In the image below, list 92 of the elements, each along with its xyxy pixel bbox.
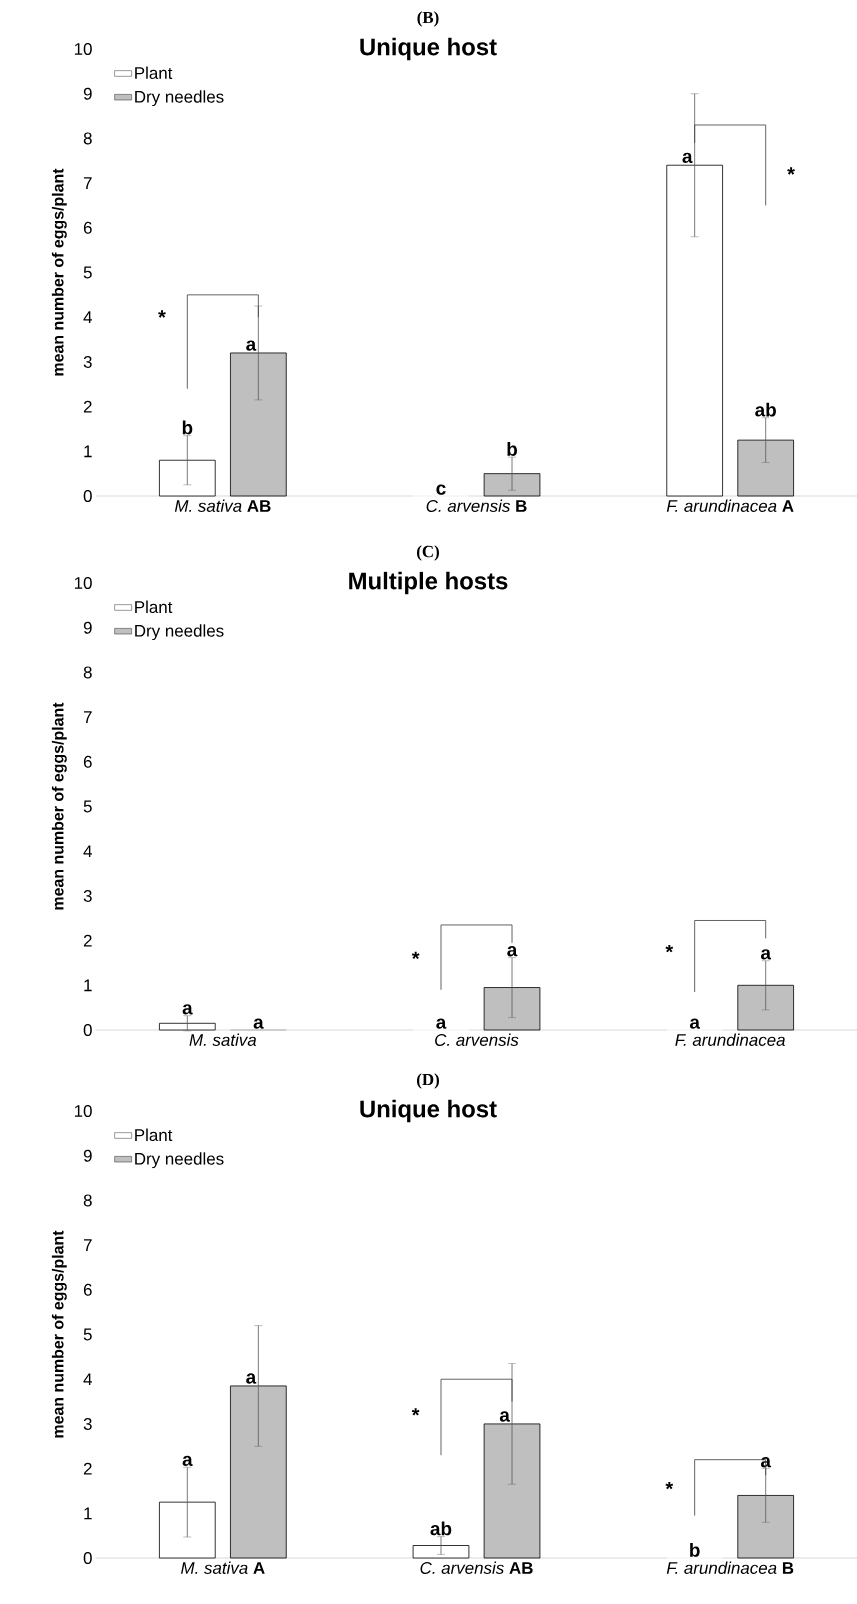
data-label: a: [689, 1018, 701, 1029]
y-tick-label: 2: [83, 400, 92, 413]
y-tick-label: 8: [83, 132, 92, 145]
y-tick-label: 5: [83, 266, 92, 279]
x-tick-label: C. arvensis: [435, 1033, 519, 1046]
data-label: a: [182, 1455, 193, 1467]
y-tick-label: 10: [74, 43, 92, 55]
legend-label: Dry needles: [135, 624, 224, 641]
annotation: *: [665, 1481, 674, 1490]
y-tick-label: 4: [83, 845, 92, 858]
y-tick-label: 7: [83, 177, 92, 189]
bar: [230, 352, 287, 497]
data-label: a: [246, 340, 257, 351]
data-label: a: [760, 1457, 772, 1468]
chart-title: (B): [417, 11, 439, 27]
annotation: *: [411, 951, 420, 960]
x-tick-label: M. sativa A: [181, 1561, 265, 1574]
annotation: *: [158, 310, 166, 318]
chart-subtitle: Unique host: [360, 1099, 497, 1123]
y-tick-label: 9: [83, 621, 92, 634]
bar: [412, 1545, 470, 1559]
y-axis-title: mean number of eggs/plant: [51, 702, 67, 910]
y-tick-label: 1: [84, 1507, 92, 1520]
y-tick-label: 8: [83, 1194, 92, 1207]
x-tick-label: M. sativa AB: [174, 499, 271, 512]
x-tick-label: F. arundinacea A: [666, 499, 794, 512]
annotation: *: [665, 944, 674, 953]
y-tick-label: 5: [83, 800, 92, 813]
data-label: b: [507, 442, 518, 456]
chart-title: (C): [416, 545, 439, 561]
y-tick-label: 9: [83, 1149, 92, 1162]
bar: [737, 984, 794, 1031]
x-tick-label: F. arundinacea: [675, 1033, 785, 1046]
chart-subtitle: Multiple hosts: [349, 571, 508, 595]
y-tick-label: 6: [83, 221, 92, 234]
legend-label: Dry needles: [135, 1152, 224, 1169]
y-tick-label: 6: [83, 1283, 92, 1296]
y-tick-label: 0: [83, 1552, 92, 1565]
x-tick-label: F. arundinacea B: [666, 1561, 794, 1574]
x-tick-label: M. sativa: [189, 1033, 257, 1046]
data-label: a: [182, 1004, 193, 1015]
y-tick-label: 7: [83, 711, 92, 723]
data-label: a: [253, 1018, 264, 1029]
legend-label: Dry needles: [135, 90, 224, 107]
data-label: a: [436, 1018, 447, 1029]
legend-label: Plant: [135, 600, 173, 614]
y-tick-label: 3: [83, 355, 92, 368]
y-tick-label: 2: [83, 1462, 92, 1475]
y-tick-label: 3: [83, 1417, 92, 1430]
y-axis-title: mean number of eggs/plant: [51, 168, 67, 376]
bar: [737, 1495, 794, 1559]
bar: [666, 164, 723, 497]
y-tick-label: 10: [74, 577, 92, 590]
data-label: ab: [755, 402, 776, 417]
y-tick-label: 4: [83, 311, 92, 324]
y-tick-label: 0: [83, 490, 92, 503]
y-tick-label: 6: [83, 755, 92, 768]
y-axis-title: mean number of eggs/plant: [51, 1230, 67, 1438]
data-label: a: [507, 946, 518, 957]
y-tick-label: 2: [83, 934, 92, 947]
legend-label: Plant: [135, 66, 173, 80]
data-label: a: [682, 152, 693, 164]
y-tick-label: 9: [83, 87, 92, 100]
y-tick-label: 8: [83, 666, 92, 679]
bar: [159, 459, 216, 497]
bar: [483, 473, 541, 497]
data-label: b: [690, 1542, 700, 1557]
data-label: c: [436, 484, 446, 495]
bar: [230, 1385, 287, 1559]
data-label: b: [182, 420, 193, 435]
x-tick-label: C. arvensis B: [426, 499, 527, 512]
x-tick-label: C. arvensis AB: [420, 1561, 533, 1574]
bar: [159, 1022, 216, 1031]
data-label: a: [246, 1373, 257, 1384]
data-label: ab: [430, 1521, 452, 1536]
y-tick-label: 5: [83, 1328, 92, 1341]
chart-subtitle: Unique host: [360, 37, 497, 61]
y-tick-label: 10: [74, 1105, 92, 1118]
chart-title: (D): [416, 1073, 439, 1089]
data-label: a: [760, 949, 772, 960]
annotation: *: [411, 1408, 420, 1416]
y-tick-label: 0: [83, 1024, 92, 1037]
bar: [737, 439, 794, 497]
legend-label: Plant: [135, 1128, 173, 1142]
y-tick-label: 7: [83, 1239, 92, 1251]
y-tick-label: 1: [84, 979, 92, 992]
y-tick-label: 4: [83, 1373, 92, 1386]
bar: [483, 1423, 541, 1559]
data-label: a: [499, 1411, 510, 1422]
y-tick-label: 1: [84, 445, 92, 458]
annotation: *: [787, 167, 795, 175]
y-tick-label: 3: [83, 889, 92, 902]
